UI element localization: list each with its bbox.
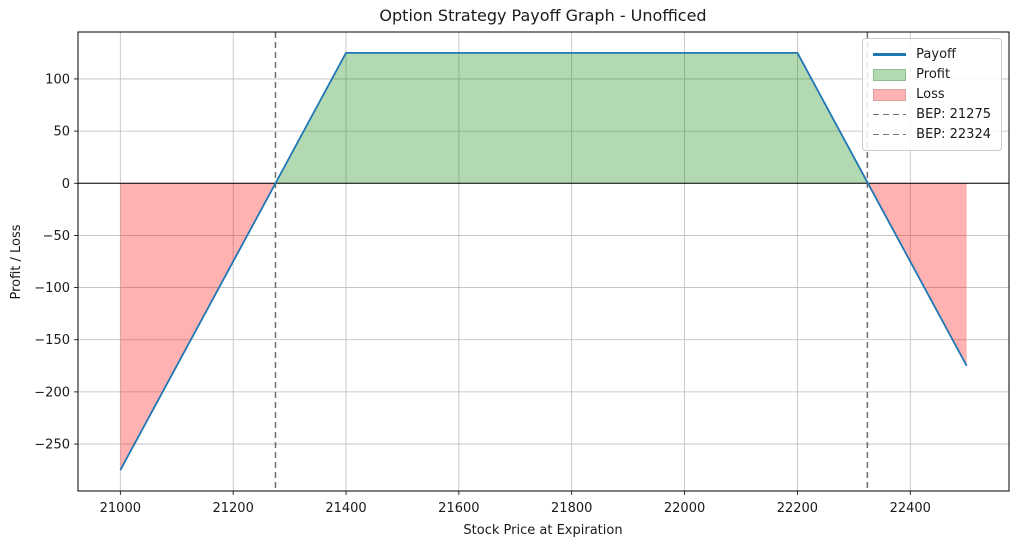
legend-item: BEP: 22324 — [873, 125, 991, 144]
y-tick-label: −250 — [34, 438, 70, 453]
x-tick-label: 22000 — [664, 501, 705, 516]
chart-title: Option Strategy Payoff Graph - Unofficed — [379, 6, 706, 25]
x-tick-label: 21600 — [438, 501, 479, 516]
y-tick-label: 50 — [53, 125, 70, 140]
chart-legend: Payoff Profit Loss BEP: 21275 BEP: 22324 — [862, 38, 1002, 151]
plot-border — [77, 31, 1010, 492]
legend-patch-swatch-icon — [873, 88, 907, 101]
axis-ticks: 21000 21200 21400 21600 21800 22000 22200 22400… — [34, 72, 931, 516]
x-tick-label: 21000 — [100, 501, 141, 516]
legend-dashed-swatch-icon — [873, 133, 907, 136]
y-tick-label: 100 — [45, 72, 70, 87]
x-axis-label: Stock Price at Expiration — [463, 523, 622, 538]
legend-label: Profit — [916, 67, 951, 82]
legend-label: Loss — [916, 87, 945, 102]
x-tick-label: 21200 — [212, 501, 253, 516]
legend-patch-swatch-icon — [873, 68, 907, 81]
legend-item: Loss — [873, 85, 991, 104]
y-tick-label: −150 — [34, 333, 70, 348]
x-tick-label: 21800 — [551, 501, 592, 516]
x-tick-label: 21400 — [325, 501, 366, 516]
x-tick-label: 22400 — [890, 501, 931, 516]
legend-item: Payoff — [873, 45, 991, 64]
legend-line-swatch-icon — [873, 53, 907, 56]
legend-item: BEP: 21275 — [873, 105, 991, 124]
legend-dashed-swatch-icon — [873, 113, 907, 116]
legend-item: Profit — [873, 65, 991, 84]
y-tick-label: −200 — [34, 385, 70, 400]
legend-label: BEP: 21275 — [916, 107, 991, 122]
y-axis-label: Profit / Loss — [9, 224, 24, 299]
y-tick-label: −50 — [43, 229, 70, 244]
fills — [120, 52, 967, 471]
y-tick-label: 0 — [62, 177, 70, 192]
legend-label: Payoff — [916, 47, 956, 62]
legend-label: BEP: 22324 — [916, 127, 991, 142]
payoff-line — [119, 51, 968, 471]
x-tick-label: 22200 — [777, 501, 818, 516]
y-tick-label: −100 — [34, 281, 70, 296]
profit-fill — [275, 52, 868, 184]
